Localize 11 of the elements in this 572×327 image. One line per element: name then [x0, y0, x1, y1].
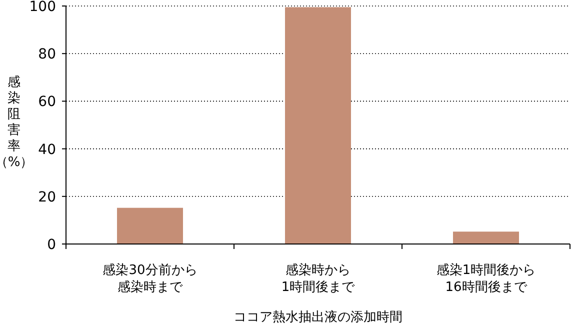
y-axis-title: 感染阻害率（%） [0, 75, 34, 170]
y-tick-label: 100 [29, 0, 56, 15]
y-tick-label: 40 [38, 142, 56, 158]
x-tick-label: 感染30分前から感染時まで [102, 263, 198, 295]
x-tick-label: 感染1時間後から16時間後まで [436, 263, 536, 295]
y-tick-label: 60 [38, 94, 56, 110]
y-tick-label: 80 [38, 46, 56, 63]
y-tick-label: 20 [38, 189, 56, 206]
y-tick-label: 0 [47, 237, 56, 253]
x-tick-label: 感染時から1時間後まで [281, 263, 356, 295]
x-axis-title: ココア熱水抽出液の添加時間 [234, 310, 402, 325]
